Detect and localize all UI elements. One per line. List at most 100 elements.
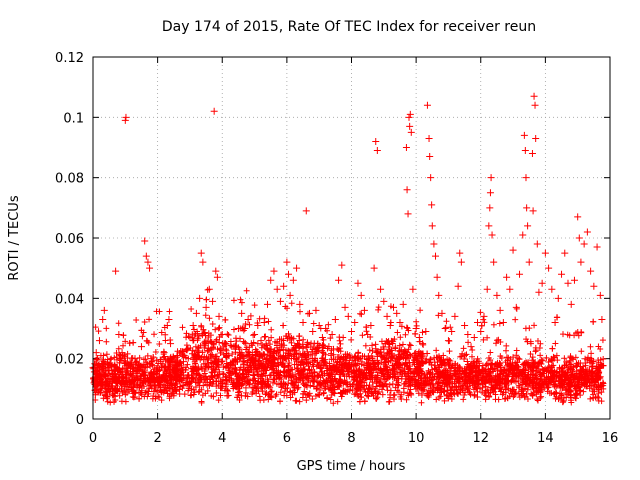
data-point	[341, 303, 349, 311]
data-point	[334, 358, 341, 365]
data-point	[571, 332, 578, 339]
data-point	[457, 353, 464, 360]
data-point	[496, 374, 503, 381]
data-point	[219, 358, 226, 365]
data-point	[166, 308, 173, 315]
data-point	[532, 348, 539, 355]
data-point	[283, 392, 290, 399]
data-point	[160, 372, 167, 379]
data-point	[331, 315, 339, 323]
data-point	[125, 361, 133, 369]
data-point	[153, 387, 160, 394]
data-point	[383, 383, 390, 390]
data-point	[345, 386, 352, 393]
data-point	[213, 336, 220, 343]
data-point	[156, 341, 163, 348]
data-point	[512, 303, 520, 311]
data-point	[212, 359, 219, 366]
data-point	[162, 363, 169, 370]
data-point	[430, 240, 438, 248]
data-point	[134, 364, 141, 371]
data-point	[243, 287, 250, 294]
data-point	[422, 375, 429, 382]
data-point	[560, 331, 567, 338]
data-point	[567, 300, 575, 308]
data-point	[564, 279, 572, 287]
data-point	[270, 350, 277, 357]
data-point	[510, 354, 517, 361]
data-point	[111, 354, 118, 361]
data-point	[355, 349, 362, 356]
data-point	[484, 334, 491, 341]
data-point	[248, 365, 255, 372]
data-point	[265, 318, 272, 325]
data-point	[344, 312, 352, 320]
data-point	[334, 398, 341, 405]
data-point	[367, 321, 375, 329]
data-point	[418, 355, 425, 362]
data-point	[437, 380, 444, 387]
data-point	[357, 310, 364, 317]
data-point	[254, 321, 262, 329]
data-point	[130, 366, 137, 373]
data-point	[364, 331, 372, 339]
data-point	[100, 306, 108, 314]
data-point	[497, 388, 504, 395]
data-point	[224, 392, 231, 399]
data-point	[198, 398, 205, 405]
data-point	[246, 362, 253, 369]
data-point	[268, 326, 275, 333]
data-point	[385, 358, 392, 365]
data-point	[514, 355, 521, 362]
data-point	[485, 355, 492, 362]
data-point	[103, 351, 110, 358]
data-point	[351, 391, 358, 398]
data-point	[361, 379, 368, 386]
data-point	[263, 355, 270, 362]
data-point	[195, 347, 202, 354]
data-point	[406, 110, 414, 118]
data-point	[163, 321, 171, 329]
data-point	[476, 360, 483, 367]
data-point	[324, 367, 331, 374]
data-point	[130, 394, 137, 401]
data-point	[525, 359, 532, 366]
data-point	[402, 370, 409, 377]
data-point	[293, 365, 300, 372]
data-point	[372, 388, 379, 395]
data-point	[285, 373, 292, 380]
data-point	[299, 341, 306, 348]
data-point	[407, 370, 414, 377]
data-point	[234, 358, 241, 365]
data-point	[598, 315, 606, 323]
data-point	[482, 383, 489, 390]
data-point	[115, 320, 122, 327]
data-point	[384, 387, 391, 394]
data-point	[280, 282, 288, 290]
data-point	[580, 388, 587, 395]
data-point	[600, 362, 607, 369]
data-point	[419, 329, 426, 336]
data-point	[531, 322, 538, 329]
data-point	[464, 358, 471, 365]
data-point	[360, 306, 368, 314]
data-point	[286, 367, 293, 374]
data-point	[403, 352, 410, 359]
data-point	[433, 273, 441, 281]
data-point	[305, 352, 312, 359]
data-point	[283, 258, 291, 266]
data-point	[582, 373, 589, 380]
data-point	[122, 338, 129, 345]
data-point	[326, 372, 333, 379]
data-point	[193, 355, 200, 362]
data-point	[330, 351, 337, 358]
y-tick-label: 0.12	[55, 51, 84, 66]
data-point	[295, 384, 302, 391]
data-point	[489, 360, 496, 367]
data-point	[551, 318, 559, 326]
data-point	[474, 394, 481, 401]
x-tick-label: 4	[218, 431, 226, 446]
data-point	[375, 306, 382, 313]
data-point	[162, 376, 169, 383]
data-point	[359, 332, 366, 339]
